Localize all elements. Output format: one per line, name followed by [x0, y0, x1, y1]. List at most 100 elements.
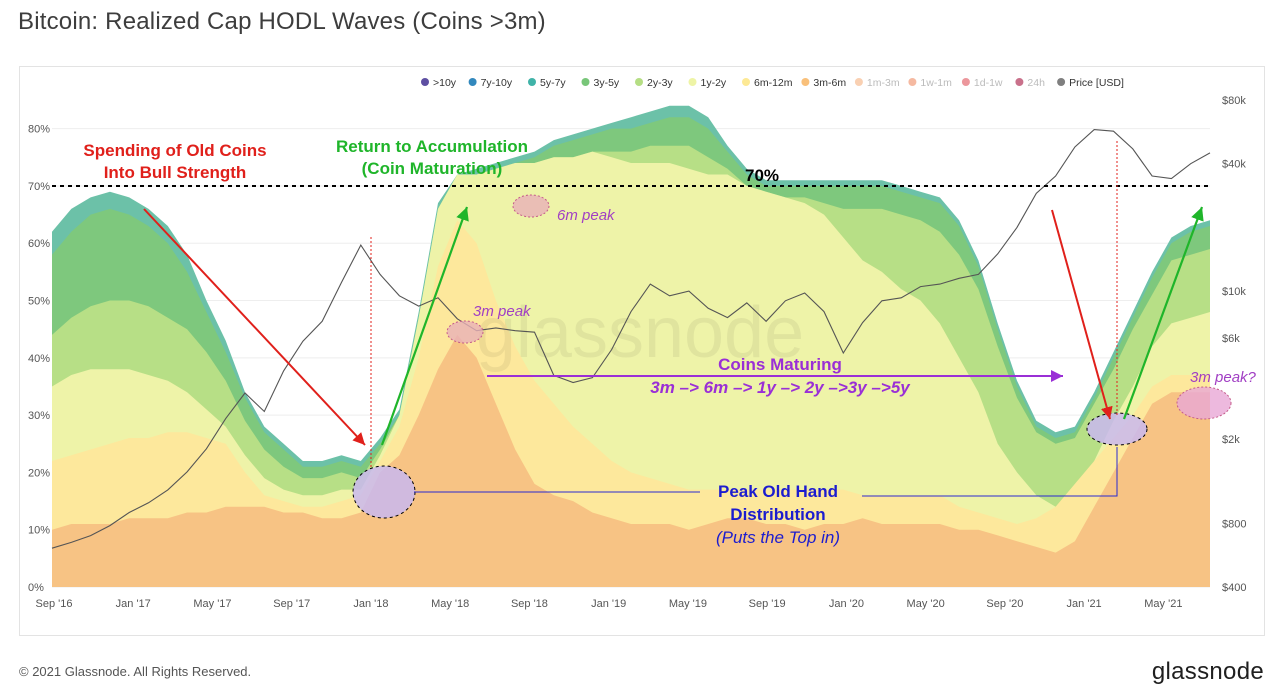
annotation-peak-distribution: Peak Old Hand — [718, 482, 838, 501]
y-right-tick-label: $2k — [1222, 434, 1240, 446]
legend-item[interactable]: 1w-1m — [908, 77, 952, 89]
reference-line-label: 70% — [745, 166, 779, 185]
x-tick-label: Jan '17 — [116, 598, 151, 610]
legend-swatch — [688, 78, 697, 86]
arrow-return-2021 — [1122, 206, 1204, 420]
x-tick-label: Sep '20 — [986, 598, 1023, 610]
x-tick-label: Jan '21 — [1067, 598, 1102, 610]
annotation-3m-peak-question: 3m peak? — [1190, 369, 1257, 386]
legend-swatch — [581, 78, 590, 86]
legend-label: 7y-10y — [481, 77, 513, 89]
legend-item[interactable]: 5y-7y — [528, 77, 566, 89]
page-title: Bitcoin: Realized Cap HODL Waves (Coins … — [18, 8, 546, 35]
area-band — [52, 220, 1210, 588]
annotations: Spending of Old Coins Into Bull Strength R… — [83, 137, 1256, 547]
x-tick-label: Sep '17 — [273, 598, 310, 610]
y-right-tick-label: $80k — [1222, 95, 1246, 107]
arrow-return — [380, 206, 469, 446]
y-right-tick-label: $400 — [1222, 582, 1246, 594]
annotation-return: Return to Accumulation — [336, 137, 528, 156]
legend-swatch — [528, 78, 536, 86]
y-left-tick-label: 50% — [28, 296, 50, 308]
legend-label: 3m-6m — [813, 77, 846, 89]
x-tick-label: May '21 — [1144, 598, 1182, 610]
ellipse-peak-2021 — [1086, 412, 1148, 446]
y-left-tick-label: 0% — [28, 582, 44, 594]
x-tick-label: Sep '16 — [36, 598, 73, 610]
brand-logo: glassnode — [1151, 658, 1264, 685]
legend-item[interactable]: 3y-5y — [581, 77, 620, 89]
legend-swatch — [742, 78, 750, 86]
annotation-maturing-title: Coins Maturing — [718, 355, 842, 374]
y-left-tick-label: 10% — [28, 525, 50, 537]
legend-swatch — [908, 78, 917, 86]
legend-label: 24h — [1027, 77, 1045, 89]
legend-swatch — [468, 78, 477, 86]
annotation-spending: Into Bull Strength — [104, 163, 247, 182]
legend-item[interactable]: 24h — [1015, 77, 1045, 89]
legend: >10y 7y-10y 5y-7y 3y-5y 2y-3y 1y-2y 6m-12m 3m-6… — [421, 77, 1124, 89]
axes: 0% 10% 20% 30% 40% 50% 60% 70% 80% Sep '16 Jan '17… — [28, 95, 1246, 610]
legend-label: 1y-2y — [701, 77, 727, 89]
legend-label: 3y-5y — [594, 77, 620, 89]
legend-label: >10y — [433, 77, 457, 89]
annotation-peak-distribution-sub: (Puts the Top in) — [716, 528, 840, 547]
legend-item[interactable]: >10y — [421, 77, 457, 89]
y-left-tick-label: 20% — [28, 467, 50, 479]
stacked-areas — [52, 105, 1210, 588]
x-tick-label: May '19 — [669, 598, 707, 610]
legend-swatch — [635, 78, 643, 86]
x-tick-label: Sep '18 — [511, 598, 548, 610]
legend-item[interactable]: Price [USD] — [1057, 77, 1124, 89]
arrow-spending-2021 — [1051, 209, 1113, 420]
area-band — [52, 151, 1210, 587]
y-right-tick-label: $6k — [1222, 333, 1240, 345]
legend-item[interactable]: 1m-3m — [854, 77, 900, 89]
legend-item[interactable]: 1d-1w — [961, 77, 1003, 89]
y-left-tick-label: 60% — [28, 238, 50, 250]
legend-label: 1m-3m — [867, 77, 900, 89]
legend-label: 1d-1w — [974, 77, 1003, 89]
legend-label: 5y-7y — [540, 77, 566, 89]
legend-item[interactable]: 3m-6m — [801, 77, 846, 89]
x-tick-label: Jan '20 — [829, 598, 864, 610]
legend-label: 6m-12m — [754, 77, 793, 89]
annotation-maturing-sub: 3m –> 6m –> 1y –> 2y –>3y –>5y — [650, 378, 911, 397]
legend-item[interactable]: 6m-12m — [742, 77, 793, 89]
ellipse-3m-peak-question — [1176, 386, 1232, 420]
y-right-tick-label: $40k — [1222, 159, 1246, 171]
legend-label: Price [USD] — [1069, 77, 1124, 89]
y-left-tick-label: 70% — [28, 181, 50, 193]
x-tick-label: Sep '19 — [749, 598, 786, 610]
price-line — [51, 129, 1211, 549]
x-tick-label: May '17 — [193, 598, 231, 610]
copyright: © 2021 Glassnode. All Rights Reserved. — [19, 664, 252, 679]
y-right-tick-label: $10k — [1222, 286, 1246, 298]
y-left-tick-label: 80% — [28, 124, 50, 136]
ellipse-3m-peak — [446, 320, 484, 344]
ellipse-peak-2018 — [352, 465, 416, 519]
price-series — [51, 129, 1211, 549]
ellipse-6m-peak — [512, 194, 550, 218]
legend-swatch — [961, 78, 970, 86]
x-tick-label: May '18 — [431, 598, 469, 610]
legend-swatch — [1015, 78, 1024, 86]
legend-item[interactable]: 2y-3y — [635, 77, 673, 89]
annotation-peak-distribution: Distribution — [730, 505, 825, 524]
hodl-waves-chart: glassnode 70% 0% 10% 20% 30% 40% 50% 60% 70% 80%… — [28, 77, 1257, 610]
legend-item[interactable]: 1y-2y — [688, 77, 727, 89]
x-tick-label: May '20 — [907, 598, 945, 610]
y-left-tick-label: 40% — [28, 353, 50, 365]
legend-swatch — [1057, 78, 1066, 86]
connector-right — [862, 447, 1118, 497]
arrow-spending — [143, 208, 366, 446]
legend-swatch — [421, 78, 429, 86]
annotation-spending: Spending of Old Coins — [83, 141, 266, 160]
x-tick-label: Jan '19 — [591, 598, 626, 610]
legend-item[interactable]: 7y-10y — [468, 77, 513, 89]
reference-line-70: 70% — [52, 166, 1210, 187]
annotation-6m-peak: 6m peak — [557, 207, 616, 224]
legend-swatch — [854, 78, 863, 86]
legend-label: 1w-1m — [920, 77, 952, 89]
chart-frame: glassnode 70% 0% 10% 20% 30% 40% 50% 60% 70% 80%… — [19, 66, 1265, 636]
